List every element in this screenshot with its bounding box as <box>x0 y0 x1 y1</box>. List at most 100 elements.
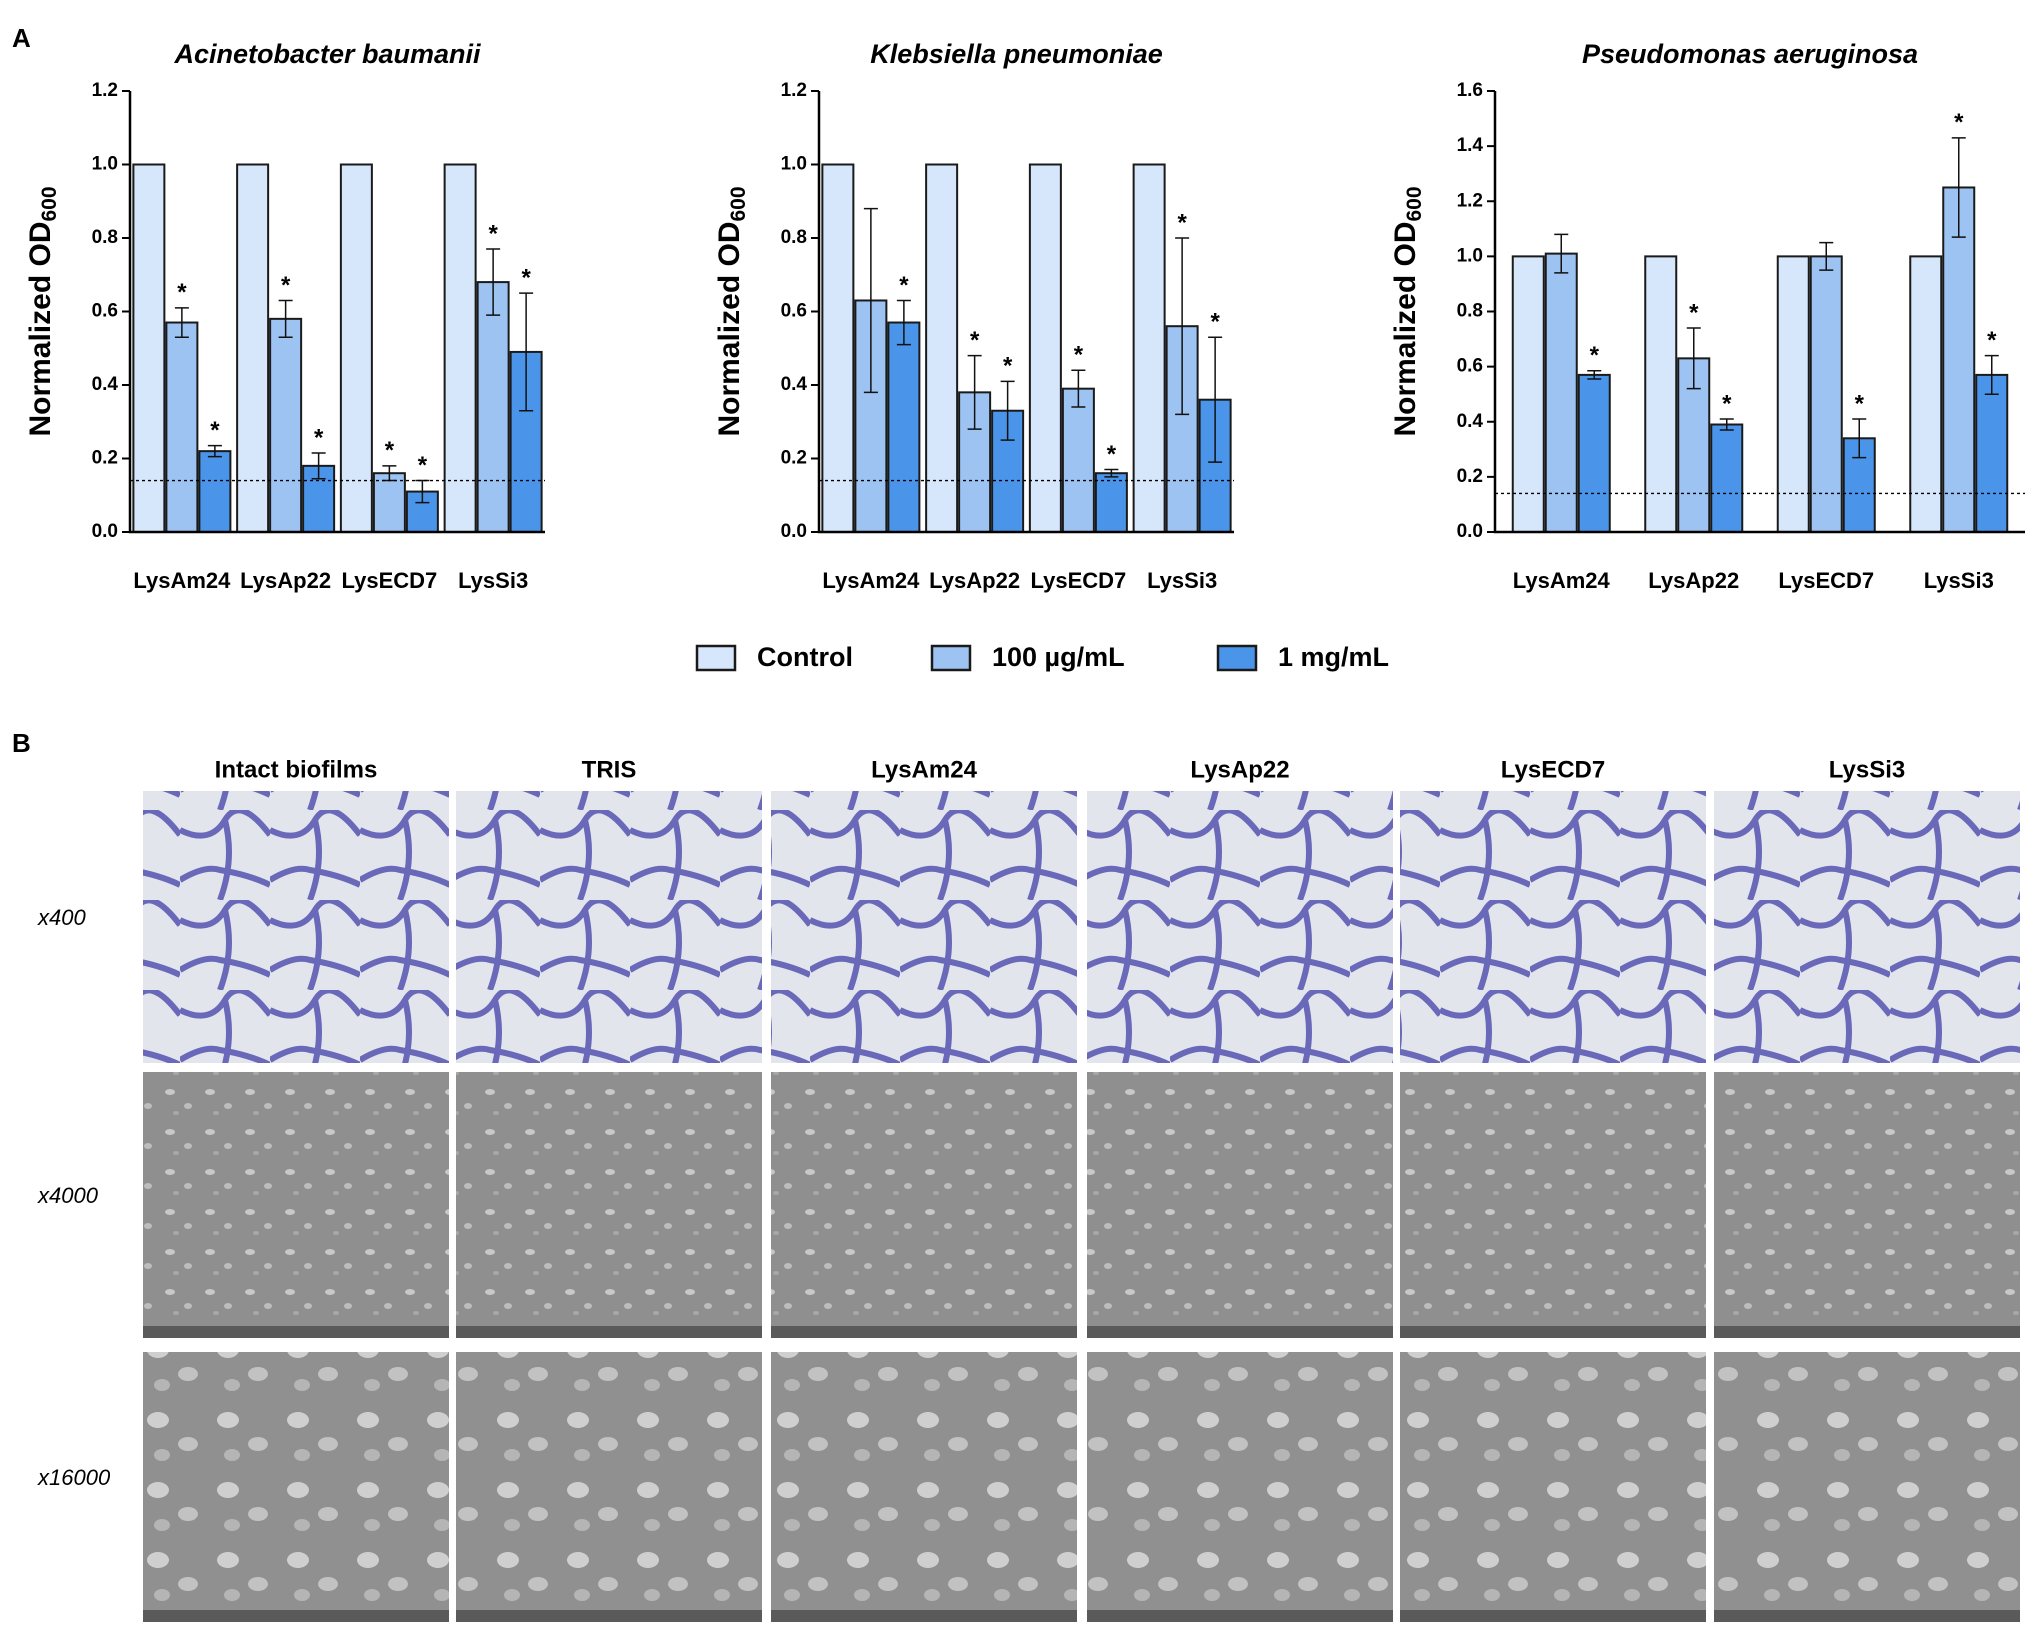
y-tick-label: 1.0 <box>781 154 807 175</box>
bar <box>339 163 373 533</box>
error-bar <box>1554 233 1569 274</box>
error-bar <box>1175 237 1190 416</box>
bar <box>269 317 303 533</box>
x-tick-label: LysAm24 <box>133 568 231 593</box>
significance-mark: * <box>1210 309 1220 336</box>
scale-strip <box>1400 1610 1706 1622</box>
micrograph <box>1087 1352 1393 1622</box>
bar <box>1909 255 1943 533</box>
error-bar <box>1587 370 1602 380</box>
scale-strip <box>771 1326 1077 1338</box>
bar <box>1809 255 1843 533</box>
bar <box>1544 252 1578 533</box>
micrograph <box>1714 791 2020 1063</box>
significance-mark: * <box>177 279 187 306</box>
significance-mark: * <box>1177 209 1187 236</box>
scale-strip <box>1400 1326 1706 1338</box>
micrograph <box>1714 1352 2020 1622</box>
scale-strip <box>1087 1610 1393 1622</box>
scale-strip <box>1087 1326 1393 1338</box>
column-header: LysAp22 <box>1190 756 1289 783</box>
bar <box>887 321 921 533</box>
scale-strip <box>1714 1326 2020 1338</box>
significance-mark: * <box>281 272 291 299</box>
bar <box>821 163 855 533</box>
legend-label: 1 mg/mL <box>1278 642 1389 672</box>
y-tick-label: 0.2 <box>92 448 118 469</box>
y-axis-label-main: Normalized OD <box>1389 222 1422 437</box>
y-tick-label: 0.6 <box>92 301 118 322</box>
x-tick-label: LysAp22 <box>1648 568 1739 593</box>
row-label: x400 <box>37 905 86 930</box>
panel-label: B <box>12 728 31 758</box>
legend-swatch <box>930 644 972 672</box>
bar <box>165 321 199 533</box>
error-bar <box>1984 354 1999 395</box>
significance-mark: * <box>899 272 909 299</box>
y-tick-label: 0.4 <box>1457 411 1484 432</box>
y-axis-label: Normalized OD600 <box>713 186 750 436</box>
micrograph <box>1087 1072 1393 1338</box>
significance-mark: * <box>1855 390 1865 417</box>
y-tick-label: 1.0 <box>92 154 118 175</box>
x-tick-label: LysECD7 <box>1778 568 1874 593</box>
micrograph <box>1087 791 1393 1063</box>
error-bar <box>311 452 326 480</box>
scale-strip <box>771 1610 1077 1622</box>
axes <box>128 91 545 534</box>
error-bar <box>1819 241 1834 271</box>
column-header: TRIS <box>582 756 637 783</box>
bar <box>476 281 510 533</box>
error-bar <box>1719 418 1734 431</box>
micrograph <box>1714 1072 2020 1338</box>
y-axis-label-main: Normalized OD <box>713 222 746 437</box>
x-tick-label: LysAm24 <box>1513 568 1611 593</box>
panel-label: A <box>12 23 31 53</box>
significance-mark: * <box>521 264 531 291</box>
significance-mark: * <box>418 452 428 479</box>
chart-title: Klebsiella pneumoniae <box>870 39 1163 69</box>
axes <box>817 91 1234 534</box>
significance-mark: * <box>1107 441 1117 468</box>
y-tick-label: 0.8 <box>1457 301 1483 322</box>
y-axis-label-sub: 600 <box>1403 186 1426 221</box>
y-axis-label-sub: 600 <box>727 186 750 221</box>
micrograph <box>456 791 762 1063</box>
micrograph <box>1400 1072 1706 1338</box>
significance-mark: * <box>314 424 324 451</box>
x-tick-label: LysECD7 <box>1030 568 1126 593</box>
bar <box>1975 373 2009 533</box>
x-tick-label: LysAp22 <box>240 568 331 593</box>
bar <box>372 472 406 534</box>
scale-strip <box>1714 1610 2020 1622</box>
significance-mark: * <box>1722 390 1732 417</box>
column-header: LysSi3 <box>1829 756 1906 783</box>
bar <box>236 163 270 533</box>
error-bar <box>896 299 911 346</box>
bar <box>925 163 959 533</box>
x-tick-label: LysSi3 <box>458 568 528 593</box>
y-tick-label: 0.8 <box>781 227 807 248</box>
y-tick-label: 1.4 <box>1457 135 1484 156</box>
y-axis-label: Normalized OD600 <box>24 186 61 436</box>
bar <box>443 163 477 533</box>
legend-swatch <box>1216 644 1258 672</box>
x-tick-label: LysSi3 <box>1147 568 1217 593</box>
column-header: Intact biofilms <box>215 756 378 783</box>
bar <box>1644 255 1678 533</box>
error-bar <box>415 479 430 504</box>
significance-mark: * <box>1074 342 1084 369</box>
micrograph <box>456 1072 762 1338</box>
error-bar <box>1208 336 1223 463</box>
micrograph <box>1400 1352 1706 1622</box>
y-tick-label: 0.0 <box>781 521 807 542</box>
micrograph <box>1400 791 1706 1063</box>
bar <box>1132 163 1166 533</box>
y-tick-label: 0.2 <box>1457 466 1483 487</box>
scale-strip <box>456 1610 762 1622</box>
y-tick-label: 0.0 <box>1457 521 1483 542</box>
column-header: LysECD7 <box>1501 756 1605 783</box>
significance-mark: * <box>1954 109 1964 136</box>
bar <box>1776 255 1810 533</box>
y-tick-label: 0.6 <box>781 301 807 322</box>
